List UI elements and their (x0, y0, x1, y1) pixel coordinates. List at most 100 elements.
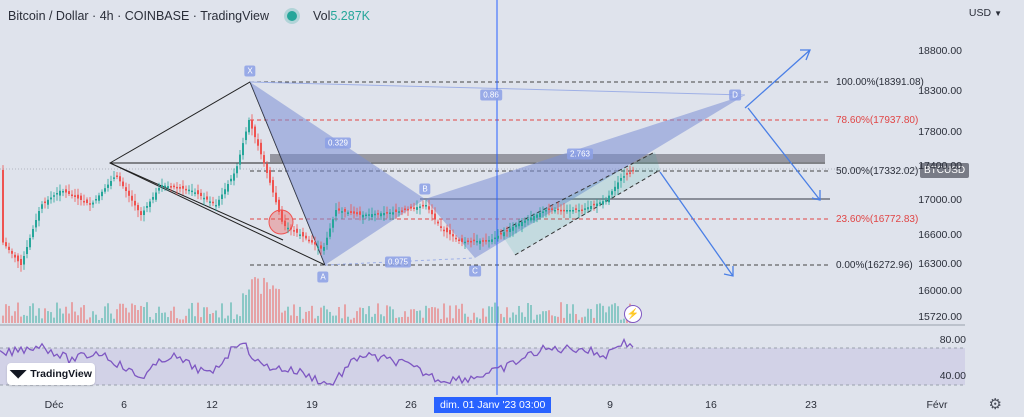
candle (425, 205, 427, 207)
candle (584, 208, 586, 210)
candle (383, 213, 385, 216)
candle (242, 143, 244, 156)
tradingview-logo[interactable]: ◥◤ TradingView (7, 363, 95, 385)
volume-bar (161, 312, 163, 323)
volume-bar (206, 307, 208, 323)
time-tick: 12 (206, 399, 218, 411)
rsi-band (0, 348, 965, 385)
candle (527, 219, 529, 221)
volume-bar (146, 302, 148, 323)
volume-bar (407, 316, 409, 323)
candle (230, 178, 232, 182)
volume-bar (113, 318, 115, 323)
candle (497, 235, 499, 239)
volume-bar (437, 308, 439, 323)
candle (293, 230, 295, 232)
lightning-icon[interactable]: ⚡ (624, 305, 642, 323)
volume-bar (215, 310, 217, 323)
candle (494, 237, 496, 240)
volume-bar (548, 310, 550, 323)
volume-bar (497, 306, 499, 323)
candle (380, 213, 382, 217)
candle (206, 196, 208, 200)
volume-bar (65, 306, 67, 323)
candle (374, 213, 376, 216)
volume-bar (266, 282, 268, 323)
candle (506, 230, 508, 232)
candle (134, 200, 136, 206)
candle (503, 232, 505, 237)
volume-bar (134, 305, 136, 323)
symbol-title[interactable]: Bitcoin / Dollar · 4h · COINBASE · Tradi… (8, 9, 269, 23)
candle (575, 208, 577, 210)
rsi-tick: 40.00 (939, 370, 966, 382)
candle (377, 213, 379, 215)
volume-bar (170, 310, 172, 323)
volume-bar (341, 318, 343, 323)
volume-bar (422, 317, 424, 323)
chevron-down-icon[interactable]: ▼ (994, 8, 1002, 18)
candle (104, 188, 106, 192)
candle (41, 204, 43, 209)
currency-label[interactable]: USD (968, 7, 992, 19)
price-tick: 17000.00 (918, 194, 962, 206)
volume-bar (440, 318, 442, 323)
volume-bar (500, 313, 502, 323)
candle (590, 206, 592, 210)
volume-bar (326, 309, 328, 323)
candle (530, 217, 532, 221)
volume-bar (527, 303, 529, 323)
candle (629, 172, 631, 174)
volume-bar (584, 316, 586, 323)
volume-bar (191, 302, 193, 323)
candle (479, 240, 481, 244)
candle (32, 229, 34, 238)
volume-bar (41, 318, 43, 323)
volume-bar (221, 303, 223, 323)
candle (92, 202, 94, 205)
candle (149, 201, 151, 207)
volume-bar (581, 317, 583, 323)
candle (332, 219, 334, 228)
volume-bar (305, 311, 307, 323)
candle (44, 201, 46, 204)
volume-bar (350, 319, 352, 323)
volume-bar (596, 304, 598, 323)
volume-bar (71, 302, 73, 323)
volume-bar (392, 309, 394, 323)
logo-text: TradingView (30, 368, 92, 380)
fib-label-50: 50.00%(17332.02) (836, 166, 919, 177)
candle (320, 245, 322, 249)
volume-bar (218, 317, 220, 323)
candle (419, 206, 421, 208)
candle (224, 189, 226, 195)
gear-icon[interactable]: ⚙ (988, 396, 1002, 413)
candle (560, 209, 562, 212)
price-tick: 16000.00 (918, 285, 962, 297)
volume-bar (452, 318, 454, 323)
candle (164, 185, 166, 188)
candle (68, 191, 70, 194)
candle (212, 201, 214, 204)
volume-bar (155, 312, 157, 323)
candle (371, 214, 373, 218)
candle (557, 208, 559, 211)
harmonic-ac-line (324, 257, 476, 266)
volume-bar (446, 317, 448, 323)
candle (524, 220, 526, 223)
candle (284, 220, 286, 227)
candle (353, 211, 355, 214)
candle (89, 203, 91, 205)
volume-bar (44, 308, 46, 323)
candle (53, 195, 55, 197)
volume-bar (401, 317, 403, 323)
candle (275, 192, 277, 203)
volume-bar (284, 310, 286, 323)
volume-bar (332, 315, 334, 323)
candle (119, 176, 121, 182)
currency-selector[interactable]: USD ▼ (969, 7, 1002, 19)
time-tick: Févr (926, 399, 948, 411)
candle (521, 222, 523, 227)
